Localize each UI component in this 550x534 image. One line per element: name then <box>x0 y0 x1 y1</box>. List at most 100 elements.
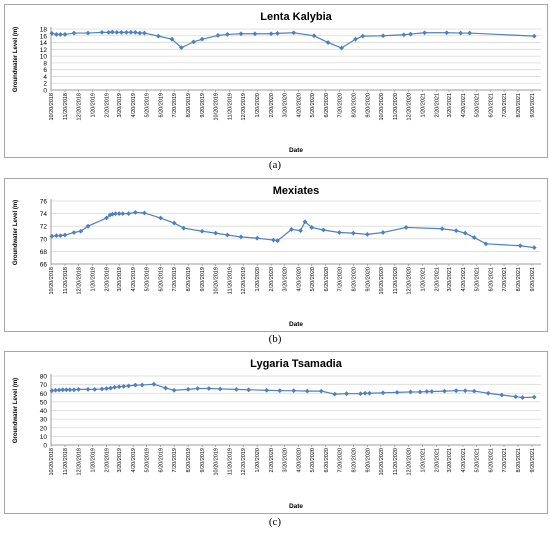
x-tick-label: 4/20/2021 <box>461 93 467 117</box>
data-point-marker <box>195 386 201 391</box>
data-point-marker <box>225 232 230 238</box>
data-point-marker <box>332 391 338 397</box>
x-axis-title: Date <box>289 321 303 328</box>
data-point-marker <box>104 386 109 391</box>
data-point-marker <box>309 225 315 230</box>
x-tick-label: 9/20/2021 <box>530 93 536 117</box>
data-point-marker <box>277 388 283 394</box>
x-tick-label: 1/20/2021 <box>420 93 426 117</box>
data-point-marker <box>215 33 221 38</box>
x-tick-label: 10/20/2020 <box>379 267 385 295</box>
y-tick-label: 60 <box>40 391 48 398</box>
data-point-marker <box>178 45 184 51</box>
x-tick-label: 5/20/2020 <box>310 93 316 117</box>
data-point-marker <box>85 386 91 392</box>
x-tick-label: 2/20/2019 <box>104 448 110 472</box>
x-tick-label: 2/20/2019 <box>104 267 110 291</box>
data-point-marker <box>380 33 386 39</box>
y-tick-label: 8 <box>43 60 47 67</box>
y-tick-label: 0 <box>43 88 47 95</box>
x-tick-label: 10/20/2019 <box>214 267 220 295</box>
chart-title: Lygaria Tsamadia <box>250 358 343 370</box>
data-point-marker <box>304 388 310 394</box>
x-tick-label: 4/20/2020 <box>296 267 302 291</box>
x-tick-label: 8/20/2020 <box>351 448 357 472</box>
data-point-marker <box>360 33 366 39</box>
data-point-marker <box>531 33 537 39</box>
data-point-marker <box>429 389 435 394</box>
data-point-marker <box>151 381 157 387</box>
x-tick-label: 4/20/2021 <box>461 448 467 472</box>
x-tick-label: 9/20/2020 <box>365 93 371 117</box>
x-tick-label: 8/20/2021 <box>516 93 522 117</box>
y-tick-label: 30 <box>40 417 48 424</box>
data-point-marker <box>499 392 505 398</box>
x-tick-label: 3/20/2019 <box>117 93 123 117</box>
x-tick-label: 1/20/2020 <box>255 93 261 117</box>
x-tick-label: 4/20/2021 <box>461 267 467 291</box>
x-tick-label: 6/20/2021 <box>488 267 494 291</box>
data-point-marker <box>358 391 363 397</box>
data-point-marker <box>112 384 118 390</box>
data-point-marker <box>471 235 477 240</box>
data-point-marker <box>171 220 177 226</box>
x-tick-label: 12/20/2018 <box>77 93 83 121</box>
data-point-marker <box>344 391 349 397</box>
data-point-marker <box>99 29 105 35</box>
x-tick-label: 10/20/2018 <box>49 267 55 295</box>
y-tick-label: 68 <box>40 249 48 256</box>
x-tick-label: 5/20/2019 <box>145 93 151 117</box>
x-tick-label: 10/20/2019 <box>214 93 220 121</box>
data-point-marker <box>123 29 129 35</box>
data-point-marker <box>141 30 147 36</box>
x-tick-label: 11/20/2018 <box>63 93 69 120</box>
data-point-marker <box>517 243 523 249</box>
data-point-marker <box>71 387 77 393</box>
x-tick-label: 8/20/2019 <box>186 267 192 291</box>
data-point-marker <box>71 230 77 235</box>
x-tick-label: 7/20/2021 <box>502 93 508 117</box>
data-point-marker <box>171 387 177 393</box>
x-tick-label: 6/20/2019 <box>159 267 165 291</box>
x-tick-label: 2/20/2020 <box>269 93 275 117</box>
data-point-marker <box>264 387 270 393</box>
data-point-marker <box>181 225 187 231</box>
data-point-marker <box>394 389 400 395</box>
x-axis-title: Date <box>289 147 303 154</box>
x-tick-label: 3/20/2021 <box>447 267 453 291</box>
x-tick-label: 10/20/2018 <box>49 93 55 121</box>
x-tick-label: 7/20/2020 <box>337 93 343 117</box>
data-point-marker <box>120 211 126 216</box>
data-point-marker <box>137 30 143 36</box>
data-point-marker <box>108 385 113 391</box>
x-tick-label: 9/20/2019 <box>200 93 206 117</box>
x-tick-label: 8/20/2021 <box>516 448 522 472</box>
data-point-marker <box>453 388 459 394</box>
x-tick-label: 8/20/2020 <box>351 93 357 117</box>
x-tick-label: 7/20/2021 <box>502 267 508 291</box>
data-point-marker <box>49 388 55 394</box>
data-point-marker <box>520 395 525 400</box>
x-tick-label: 5/20/2019 <box>145 448 151 472</box>
x-tick-label: 12/20/2019 <box>241 267 247 295</box>
y-tick-label: 20 <box>40 425 48 432</box>
x-tick-label: 1/20/2020 <box>255 267 261 291</box>
data-point-marker <box>199 228 205 234</box>
data-point-marker <box>453 228 459 234</box>
x-tick-label: 5/20/2021 <box>474 93 480 117</box>
x-tick-label: 3/20/2020 <box>282 448 288 472</box>
y-axis-title: Groundwater Level (m) <box>13 27 19 92</box>
x-tick-label: 2/20/2020 <box>269 448 275 472</box>
data-point-marker <box>213 230 219 236</box>
y-tick-label: 2 <box>43 81 47 88</box>
x-tick-label: 11/20/2020 <box>393 448 399 475</box>
y-tick-label: 80 <box>40 374 48 381</box>
data-point-marker <box>132 29 138 35</box>
x-tick-label: 11/20/2020 <box>393 93 399 120</box>
data-point-marker <box>158 215 164 221</box>
data-point-marker <box>531 245 537 251</box>
x-tick-label: 8/20/2021 <box>516 267 522 291</box>
data-point-marker <box>318 388 324 394</box>
data-point-marker <box>424 389 430 394</box>
x-tick-label: 12/20/2018 <box>77 267 83 295</box>
